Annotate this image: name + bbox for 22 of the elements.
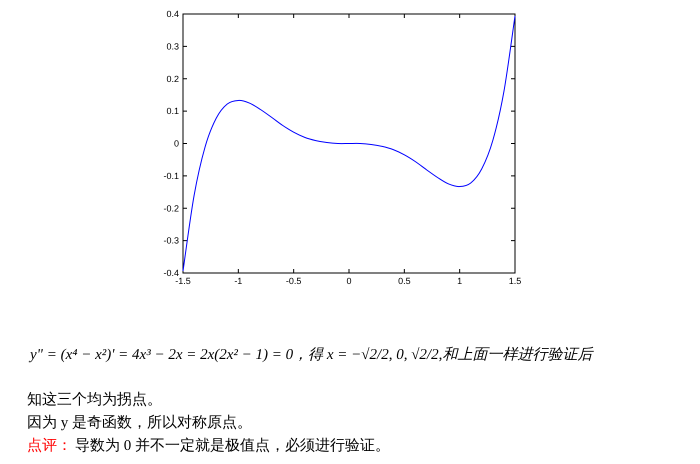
text: 点评： xyxy=(27,436,72,455)
text: y" = (x⁴ − x²)' = 4x³ − 2x = 2x(2x² − 1) = 0，得 x = −√2/2, 0, √2/2,和上面一样进行验证后 xyxy=(30,346,592,364)
x-tick-label: -0.5 xyxy=(286,276,302,286)
y-tick-label: 0.3 xyxy=(166,41,179,52)
x-tick-label: 1.5 xyxy=(508,276,522,286)
text: 因为 y 是奇函数，所以对称原点。 xyxy=(27,414,252,432)
y-tick-label: -0.4 xyxy=(163,268,179,278)
y-tick-label: 0.1 xyxy=(166,106,179,116)
text: 导数为 0 并不一定就是极值点，必须进行验证。 xyxy=(75,436,390,455)
y-tick-label: -0.3 xyxy=(163,236,179,246)
y-tick-label: 0 xyxy=(174,138,179,148)
text: 知这三个均为拐点。 xyxy=(27,390,162,409)
y-tick-label: -0.1 xyxy=(163,170,179,181)
x-tick-label: 0.5 xyxy=(398,276,411,286)
x-tick-label: -1.5 xyxy=(175,276,191,286)
y-tick-label: 0.2 xyxy=(166,74,179,84)
line-series xyxy=(182,15,516,272)
x-tick-label: 0 xyxy=(346,276,352,286)
x-tick-label: -1 xyxy=(234,276,242,286)
y-tick-label: 0.4 xyxy=(166,9,179,19)
y-tick-label: -0.2 xyxy=(163,203,179,214)
x-tick-label: 1 xyxy=(457,276,462,286)
